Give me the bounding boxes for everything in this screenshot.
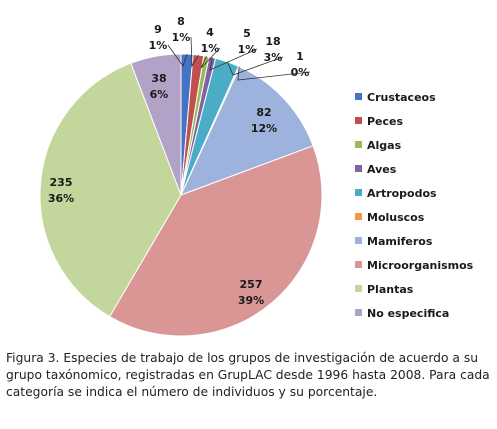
leader-line bbox=[167, 44, 188, 67]
legend: Crustaceos Peces Algas Aves Artropodos Molusc… bbox=[355, 91, 474, 320]
slice-label: 257 39% bbox=[238, 278, 264, 307]
slice-label: 5 1% bbox=[238, 27, 257, 56]
legend-label: Moluscos bbox=[367, 211, 425, 224]
legend-swatch bbox=[355, 117, 362, 124]
legend-label: Plantas bbox=[367, 283, 414, 296]
leader-line bbox=[190, 36, 199, 68]
leader-line bbox=[200, 47, 221, 69]
legend-swatch bbox=[355, 189, 362, 196]
legend-swatch bbox=[355, 237, 362, 244]
slice-label: 4 1% bbox=[201, 26, 220, 55]
pie-slice-plantas bbox=[39, 62, 182, 318]
legend-swatch bbox=[355, 309, 362, 316]
pie-slice-mamiferos bbox=[180, 66, 314, 196]
leader-line bbox=[209, 48, 258, 71]
slice-label: 235 36% bbox=[48, 176, 74, 205]
legend-label: Aves bbox=[367, 163, 397, 176]
legend-swatch bbox=[355, 141, 362, 148]
legend-swatch bbox=[355, 261, 362, 268]
pie-chart: 9 1%8 1% 4 1% 5 1% 18 3% 1 0% 82 12% 257 39% 235 36% 38 6%… bbox=[39, 15, 474, 337]
slice-label: 18 3% bbox=[264, 35, 283, 64]
slice-labels: 9 1%8 1% 4 1% 5 1% 18 3% 1 0% 82 12% 257 39% 235 36% 38 6% bbox=[48, 15, 310, 307]
slice-label: 8 1% bbox=[172, 15, 191, 44]
legend-swatch bbox=[355, 285, 362, 292]
legend-label: Artropodos bbox=[367, 187, 437, 200]
legend-label: Algas bbox=[367, 139, 402, 152]
legend-swatch bbox=[355, 213, 362, 220]
legend-swatch bbox=[355, 165, 362, 172]
leader-lines bbox=[167, 36, 311, 81]
pie-slice-no-especifica bbox=[130, 53, 182, 196]
pie-slice-microorganismos bbox=[108, 145, 323, 337]
leader-line bbox=[226, 56, 284, 76]
leader-line bbox=[237, 66, 311, 81]
legend-swatch bbox=[355, 93, 362, 100]
slice-label: 1 0% bbox=[291, 50, 310, 79]
figure-caption: Figura 3. Especies de trabajo de los gru… bbox=[6, 351, 490, 399]
legend-label: Peces bbox=[367, 115, 404, 128]
slice-label: 38 6% bbox=[150, 72, 169, 101]
slice-label: 82 12% bbox=[251, 106, 277, 135]
legend-label: Mamiferos bbox=[367, 235, 433, 248]
pie-slices bbox=[39, 53, 323, 337]
legend-label: Microorganismos bbox=[367, 259, 474, 272]
legend-label: Crustaceos bbox=[367, 91, 436, 104]
legend-label: No especifica bbox=[367, 307, 449, 320]
slice-label: 9 1% bbox=[149, 23, 168, 52]
